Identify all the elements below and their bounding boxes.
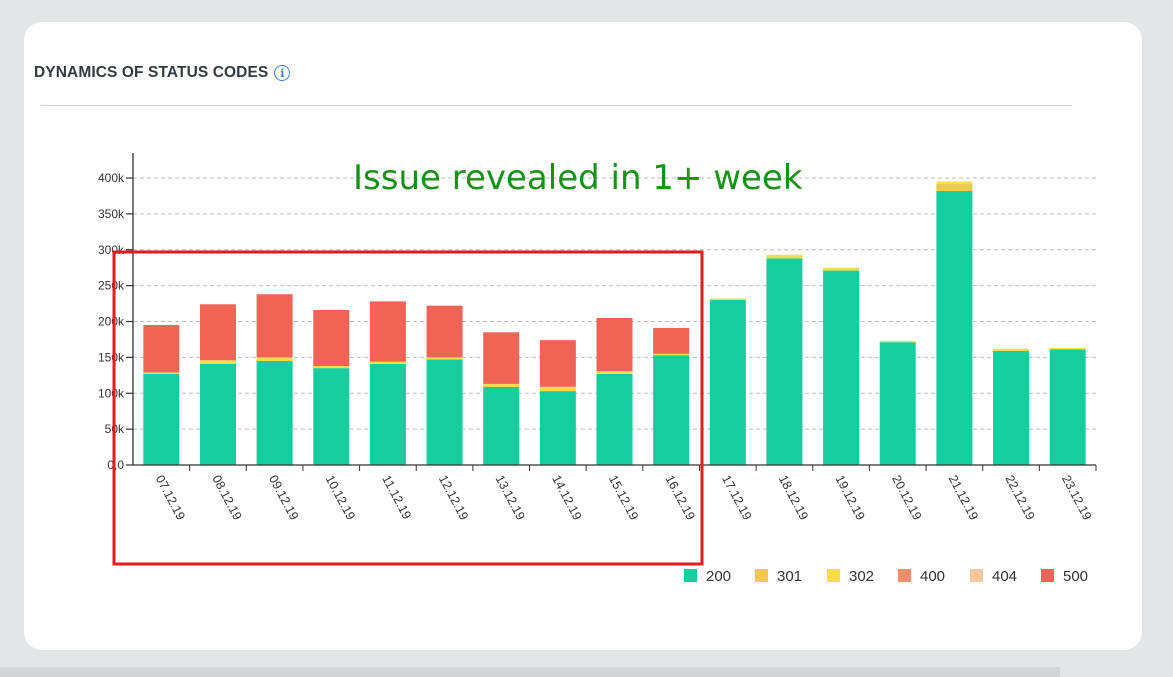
- bar-500-08.12.19: [199, 304, 236, 361]
- bar-200-18.12.19: [766, 258, 803, 465]
- bar-200-12.12.19: [426, 359, 463, 465]
- bar-500-10.12.19: [313, 310, 350, 366]
- bar-200-13.12.19: [483, 386, 520, 465]
- bar-302-19.12.19: [823, 267, 860, 271]
- bar-302-11.12.19: [369, 361, 406, 364]
- y-tick-label: 0,0: [107, 458, 124, 472]
- bar-302-08.12.19: [199, 360, 236, 364]
- bar-200-19.12.19: [823, 270, 860, 465]
- bar-302-22.12.19: [993, 348, 1030, 351]
- bar-200-07.12.19: [143, 373, 180, 465]
- bar-200-16.12.19: [653, 355, 690, 465]
- bar-302-07.12.19: [143, 372, 180, 374]
- x-tick-label: 23.12.19: [1059, 473, 1094, 523]
- bar-302-14.12.19: [539, 386, 576, 392]
- bottom-scrollbar: [0, 667, 1060, 677]
- x-tick-label: 14.12.19: [549, 473, 584, 523]
- bar-302-12.12.19: [426, 357, 463, 360]
- y-tick-label: 100k: [98, 386, 125, 400]
- chart-header: DYNAMICS OF STATUS CODES i: [34, 63, 291, 83]
- x-tick-label: 13.12.19: [493, 473, 528, 523]
- x-tick-label: 21.12.19: [946, 473, 981, 523]
- legend-label-302: 302: [849, 568, 874, 585]
- bar-200-09.12.19: [256, 360, 293, 465]
- x-tick-label: 18.12.19: [776, 473, 811, 523]
- x-tick-label: 17.12.19: [719, 473, 754, 523]
- bar-302-20.12.19: [879, 340, 916, 343]
- info-icon[interactable]: i: [274, 65, 291, 81]
- legend-label-301: 301: [777, 568, 802, 585]
- bar-200-08.12.19: [199, 363, 236, 465]
- bar-302-21.12.19: [936, 181, 973, 184]
- annotation-text: Issue revealed in 1+ week: [353, 158, 803, 198]
- bar-302-16.12.19: [653, 353, 690, 356]
- bar-302-15.12.19: [596, 371, 633, 374]
- x-tick-label: 09.12.19: [266, 473, 301, 523]
- y-tick-label: 200k: [98, 315, 125, 329]
- x-tick-label: 19.12.19: [832, 473, 867, 523]
- y-tick-label: 250k: [98, 279, 125, 293]
- bar-200-22.12.19: [993, 350, 1030, 465]
- highlight-box: [112, 250, 704, 566]
- x-tick-label: 20.12.19: [889, 473, 924, 523]
- x-tick-label: 12.12.19: [436, 473, 471, 523]
- bar-200-10.12.19: [313, 368, 350, 465]
- x-tick-label: 22.12.19: [1002, 473, 1037, 523]
- bar-302-18.12.19: [766, 254, 803, 259]
- legend-swatch-500: [1041, 569, 1054, 582]
- y-tick-label: 150k: [98, 350, 125, 364]
- bar-200-20.12.19: [879, 342, 916, 465]
- bar-500-09.12.19: [256, 294, 293, 358]
- bar-200-14.12.19: [539, 391, 576, 465]
- bar-500-07.12.19: [143, 325, 180, 373]
- bar-200-15.12.19: [596, 373, 633, 465]
- bar-200-23.12.19: [1049, 349, 1086, 465]
- legend-label-500: 500: [1063, 568, 1088, 585]
- bar-500-12.12.19: [426, 305, 463, 358]
- legend-swatch-302: [827, 569, 840, 582]
- bar-500-14.12.19: [539, 340, 576, 387]
- bar-500-15.12.19: [596, 317, 633, 372]
- y-tick-label: 300k: [98, 243, 125, 257]
- legend-swatch-200: [684, 569, 697, 582]
- legend-label-404: 404: [992, 568, 1017, 585]
- bar-200-11.12.19: [369, 363, 406, 465]
- legend-label-200: 200: [706, 568, 731, 585]
- y-tick-label: 350k: [98, 207, 125, 221]
- legend-swatch-301: [755, 569, 768, 582]
- bar-302-23.12.19: [1049, 348, 1086, 350]
- x-tick-label: 08.12.19: [209, 473, 244, 523]
- legend-swatch-404: [970, 569, 983, 582]
- y-tick-label: 400k: [98, 171, 125, 185]
- bar-302-17.12.19: [709, 298, 746, 300]
- x-tick-label: 10.12.19: [323, 473, 358, 523]
- bar-302-13.12.19: [483, 383, 520, 387]
- x-tick-label: 07.12.19: [153, 473, 188, 523]
- x-tick-label: 15.12.19: [606, 473, 641, 523]
- bar-200-21.12.19: [936, 190, 973, 466]
- bar-500-11.12.19: [369, 301, 406, 362]
- x-tick-label: 16.12.19: [662, 473, 697, 523]
- bar-200-17.12.19: [709, 299, 746, 465]
- bar-301-21.12.19: [936, 183, 973, 191]
- bar-302-09.12.19: [256, 357, 293, 361]
- x-tick-label: 11.12.19: [379, 473, 414, 522]
- header-divider: [41, 105, 1072, 106]
- legend-swatch-400: [898, 569, 911, 582]
- bar-302-10.12.19: [313, 365, 350, 369]
- chart-title: DYNAMICS OF STATUS CODES: [34, 64, 269, 81]
- bar-500-13.12.19: [483, 332, 520, 384]
- bar-500-16.12.19: [653, 327, 690, 354]
- legend-label-400: 400: [920, 568, 945, 585]
